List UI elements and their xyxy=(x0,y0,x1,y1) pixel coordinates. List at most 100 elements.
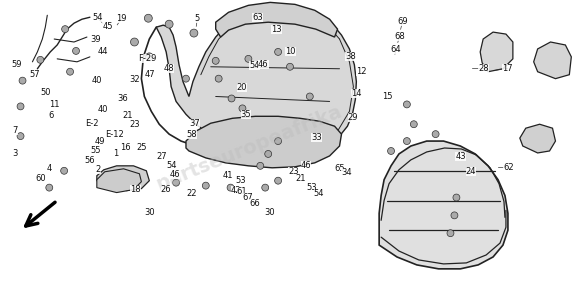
Text: 11: 11 xyxy=(49,99,60,109)
Text: 54: 54 xyxy=(92,13,102,22)
Text: 4: 4 xyxy=(47,164,52,173)
Text: 44: 44 xyxy=(98,47,108,56)
Text: 2: 2 xyxy=(96,165,101,174)
Text: 21: 21 xyxy=(295,174,306,183)
Text: 47: 47 xyxy=(145,70,155,79)
Text: 60: 60 xyxy=(36,174,46,183)
Text: 38: 38 xyxy=(345,52,355,61)
Text: 53: 53 xyxy=(235,176,246,185)
Circle shape xyxy=(275,138,281,144)
Text: 30: 30 xyxy=(144,208,155,217)
Text: E-2: E-2 xyxy=(85,119,98,128)
Circle shape xyxy=(275,177,281,184)
Circle shape xyxy=(451,212,458,219)
Text: 69: 69 xyxy=(397,17,407,26)
Text: 56: 56 xyxy=(84,156,95,165)
Circle shape xyxy=(227,184,234,191)
Polygon shape xyxy=(216,2,338,37)
Text: 66: 66 xyxy=(249,199,260,208)
Circle shape xyxy=(287,63,294,70)
Text: 46: 46 xyxy=(301,160,312,170)
Circle shape xyxy=(17,133,24,140)
Text: 62: 62 xyxy=(503,163,514,172)
Text: 23: 23 xyxy=(129,120,140,129)
Text: 35: 35 xyxy=(241,110,251,119)
Text: 55: 55 xyxy=(91,146,101,155)
Circle shape xyxy=(265,150,272,157)
Circle shape xyxy=(275,49,281,55)
Circle shape xyxy=(403,138,410,144)
Circle shape xyxy=(37,56,44,63)
Polygon shape xyxy=(480,32,513,72)
Text: 22: 22 xyxy=(187,189,197,198)
Circle shape xyxy=(165,20,173,28)
Circle shape xyxy=(453,194,460,201)
Text: 13: 13 xyxy=(271,25,281,34)
Text: F-29: F-29 xyxy=(138,54,157,63)
Text: 18: 18 xyxy=(130,184,141,194)
Text: 58: 58 xyxy=(186,130,197,139)
Circle shape xyxy=(46,184,53,191)
Text: 32: 32 xyxy=(129,75,140,83)
Circle shape xyxy=(66,68,73,75)
Circle shape xyxy=(410,121,417,128)
Polygon shape xyxy=(379,141,508,269)
Circle shape xyxy=(212,57,219,64)
Text: 17: 17 xyxy=(502,64,513,73)
Text: 41: 41 xyxy=(223,171,233,180)
Text: 36: 36 xyxy=(117,94,128,103)
Circle shape xyxy=(228,95,235,102)
Text: 28: 28 xyxy=(479,64,489,73)
Text: 25: 25 xyxy=(136,143,147,152)
Text: 14: 14 xyxy=(351,89,361,98)
Circle shape xyxy=(131,38,138,46)
Text: partseuropeafrika: partseuropeafrika xyxy=(153,102,344,194)
Text: 57: 57 xyxy=(29,70,39,79)
Text: 59: 59 xyxy=(12,60,23,69)
Text: 37: 37 xyxy=(189,119,200,128)
Circle shape xyxy=(145,53,153,61)
Text: 61: 61 xyxy=(237,187,247,197)
Text: 40: 40 xyxy=(98,105,108,114)
Text: 24: 24 xyxy=(466,167,476,176)
Text: 54: 54 xyxy=(166,161,177,170)
Text: 65: 65 xyxy=(334,164,344,173)
Text: 46: 46 xyxy=(258,60,269,69)
Text: E-12: E-12 xyxy=(105,130,124,139)
Circle shape xyxy=(19,77,26,84)
Text: 29: 29 xyxy=(348,113,358,122)
Circle shape xyxy=(73,47,80,54)
Text: 30: 30 xyxy=(265,208,276,217)
Text: 10: 10 xyxy=(286,47,296,56)
Text: 6: 6 xyxy=(49,111,54,120)
Text: 16: 16 xyxy=(120,143,131,152)
Circle shape xyxy=(245,55,252,62)
Text: 33: 33 xyxy=(311,133,322,142)
Text: 64: 64 xyxy=(391,45,401,54)
Circle shape xyxy=(432,131,439,138)
Polygon shape xyxy=(520,124,555,153)
Text: 3: 3 xyxy=(13,149,18,158)
Text: 19: 19 xyxy=(116,15,127,23)
Circle shape xyxy=(403,101,410,108)
Text: 68: 68 xyxy=(394,32,405,41)
Circle shape xyxy=(173,179,180,186)
Text: 23: 23 xyxy=(288,167,299,176)
Polygon shape xyxy=(533,42,571,79)
Circle shape xyxy=(215,75,222,82)
Text: 67: 67 xyxy=(242,193,253,202)
Polygon shape xyxy=(97,169,142,193)
Text: 48: 48 xyxy=(164,64,174,73)
Circle shape xyxy=(62,26,69,33)
Text: 42: 42 xyxy=(231,186,242,195)
Circle shape xyxy=(388,147,395,155)
Text: 12: 12 xyxy=(357,67,367,76)
Text: 27: 27 xyxy=(157,152,167,161)
Circle shape xyxy=(257,163,264,169)
Text: 63: 63 xyxy=(252,13,263,22)
Circle shape xyxy=(306,93,313,100)
Circle shape xyxy=(447,230,454,237)
Text: 7: 7 xyxy=(13,126,18,135)
Text: 53: 53 xyxy=(306,183,317,192)
Text: 15: 15 xyxy=(382,92,392,101)
